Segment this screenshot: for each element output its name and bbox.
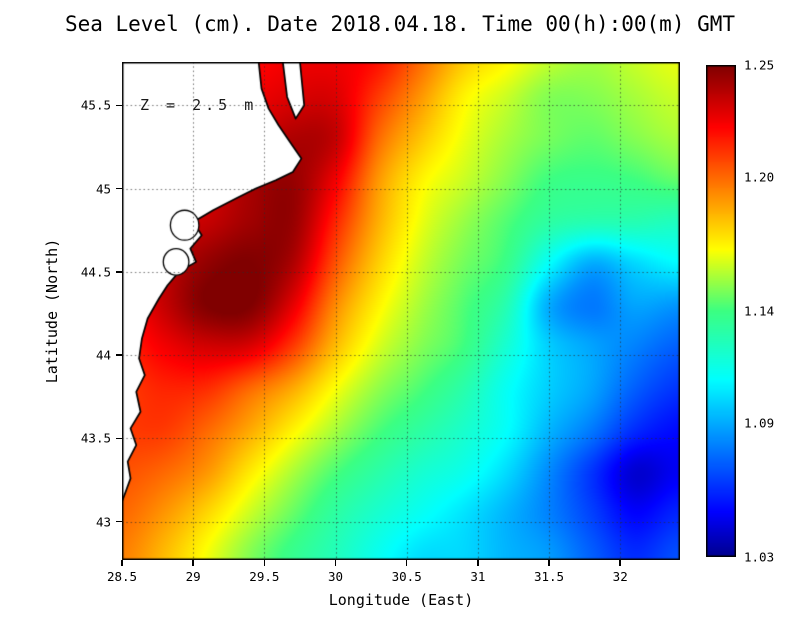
heatmap-canvas xyxy=(122,62,680,560)
y-tick-mark xyxy=(116,520,122,523)
y-tick-mark xyxy=(116,271,122,273)
x-tick-mark xyxy=(334,560,337,566)
y-tick-label: 44.5 xyxy=(80,264,111,280)
x-tick-mark xyxy=(192,560,194,566)
chart-title: Sea Level (cm). Date 2018.04.18. Time 00… xyxy=(64,12,736,36)
depth-annotation: Z = 2.5 m xyxy=(140,96,258,114)
x-tick-label: 29 xyxy=(185,569,201,584)
y-tick-mark xyxy=(116,354,122,356)
x-tick-label: 30 xyxy=(327,569,344,584)
x-tick-mark xyxy=(405,560,408,566)
x-tick-mark xyxy=(619,560,621,566)
x-tick-label: 30.5 xyxy=(391,569,422,584)
y-tick-mark xyxy=(116,104,122,107)
x-tick-label: 32 xyxy=(612,569,628,584)
y-tick-label: 43.5 xyxy=(80,430,111,446)
y-tick-label: 45.5 xyxy=(80,97,111,113)
y-axis-label: Latitude (North) xyxy=(43,238,61,384)
x-tick-label: 31.5 xyxy=(533,569,565,584)
colorbar-tick-label: 1.20 xyxy=(744,169,775,185)
x-tick-mark xyxy=(121,560,123,566)
y-tick-label: 45 xyxy=(95,181,111,197)
y-tick-mark xyxy=(116,437,122,440)
x-tick-mark xyxy=(548,560,550,566)
y-tick-label: 44 xyxy=(95,347,111,363)
y-tick-mark xyxy=(116,187,122,190)
y-tick-label: 43 xyxy=(95,514,111,530)
colorbar-canvas xyxy=(706,65,736,557)
x-tick-label: 29.5 xyxy=(249,569,280,584)
x-axis-label: Longitude (East) xyxy=(328,591,474,609)
x-tick-label: 28.5 xyxy=(106,569,138,584)
colorbar-tick-label: 1.14 xyxy=(744,303,775,319)
colorbar-tick-label: 1.03 xyxy=(744,549,775,565)
colorbar-tick-label: 1.09 xyxy=(744,415,775,431)
x-tick-mark xyxy=(263,560,266,566)
colorbar-tick-label: 1.25 xyxy=(744,57,775,73)
x-tick-label: 31 xyxy=(470,569,486,584)
x-tick-mark xyxy=(477,560,479,566)
